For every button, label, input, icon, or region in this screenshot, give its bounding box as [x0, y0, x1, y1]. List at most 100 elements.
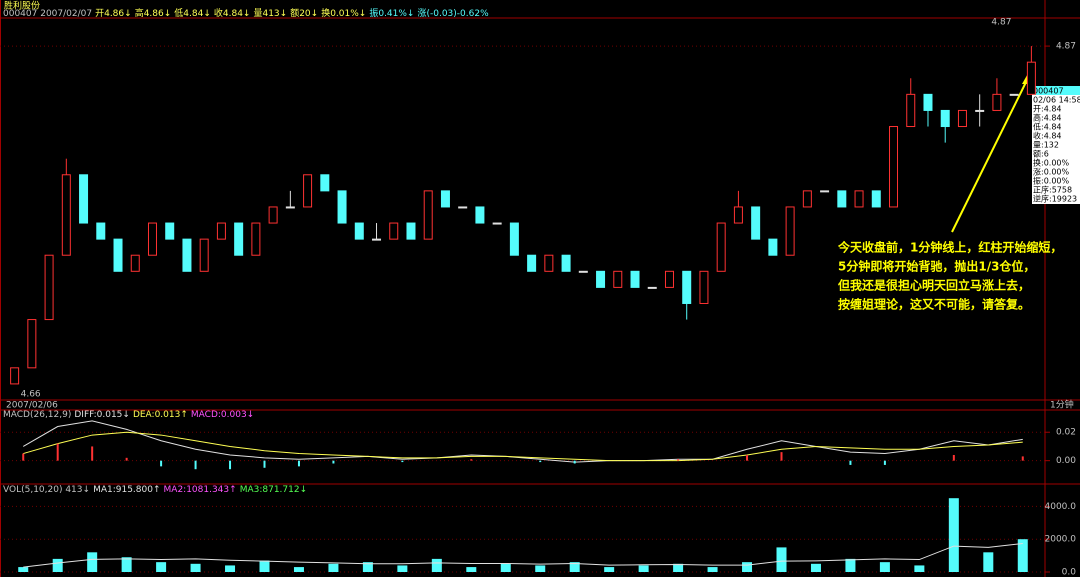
header-item: MA1:915.800↑ [93, 485, 160, 495]
volume-bar [190, 563, 201, 572]
candle-body [613, 270, 623, 288]
volume-bar [810, 563, 821, 572]
header-item: 高4.86↓ [135, 7, 172, 19]
candle-body [854, 190, 864, 208]
volume-bar [328, 563, 339, 572]
info-text: 额:6 [1033, 149, 1049, 159]
candle-body [372, 238, 382, 241]
volume-bar [879, 562, 890, 572]
volume-bar [500, 563, 511, 572]
candle-body [27, 319, 37, 369]
candle-body [957, 109, 967, 128]
candle-body [699, 270, 709, 304]
candle-body [44, 254, 54, 321]
volume-bar [569, 562, 580, 572]
candle-body [389, 222, 399, 240]
candle-body [10, 367, 20, 385]
y-tick-label: 4000.0 [1045, 502, 1077, 512]
candle-body [320, 174, 330, 192]
candle-body [182, 238, 192, 272]
candle-body [992, 93, 1002, 111]
volume-bar [362, 562, 373, 572]
candle-body [147, 222, 157, 256]
candle-body [906, 93, 916, 128]
info-text: 收:4.84 [1033, 131, 1062, 141]
volume-header: VOL(5,10,20) 413↓ MA1:915.800↑ MA2:1081.34… [3, 485, 307, 495]
candle-body [354, 222, 364, 240]
header-item: 涨(-0.03)-0.62% [417, 8, 489, 19]
candle-body [561, 254, 571, 272]
volume-bar [604, 567, 615, 572]
stock-name: 胜利股份 [4, 0, 40, 12]
y-tick-label: 2000.0 [1045, 535, 1077, 545]
note-line: 5分钟即将开始背驰，抛出1/3仓位， [838, 259, 1035, 274]
volume-bar [707, 567, 718, 572]
macd-line [23, 431, 1023, 462]
candle-body [216, 222, 226, 240]
candle-body [113, 238, 123, 272]
volume-bar [673, 563, 684, 572]
volume-bar [466, 567, 477, 572]
header-item: MA2:1081.343↑ [164, 485, 237, 495]
volume-bar [431, 558, 442, 572]
candle-body [96, 222, 106, 240]
volume-bar [293, 567, 304, 572]
high-label: 4.87 [991, 18, 1011, 28]
candle-body [509, 222, 519, 256]
volume-bar [87, 552, 98, 572]
candle-body [165, 222, 175, 240]
note-line: 但我还是很担心明天回立马涨上去， [837, 278, 1030, 293]
candle-body [79, 174, 89, 224]
candle-body [1009, 93, 1019, 96]
candle-body [475, 206, 485, 224]
y-tick-label: 0.00 [1056, 456, 1076, 466]
period-label: 1分钟 [1050, 399, 1074, 411]
candle-body [733, 206, 743, 224]
y-tick-label: 0.02 [1056, 428, 1076, 438]
volume-bar [742, 562, 753, 572]
info-text: 振:0.00% [1033, 176, 1070, 186]
candle-body [596, 270, 606, 288]
candle-body [61, 174, 71, 256]
low-label: 4.66 [21, 389, 41, 399]
volume-bar [121, 557, 132, 572]
header-item: 000407 2007/02/07 [3, 9, 92, 19]
note-line: 按缠姐理论，这又不可能，请答复。 [838, 297, 1030, 312]
date-label: 2007/02/06 [6, 401, 58, 411]
info-bg [1032, 86, 1080, 204]
header-item: 低4.84↓ [174, 7, 211, 19]
header-item: MA3:871.712↓ [240, 485, 307, 495]
candle-body [785, 206, 795, 256]
candle-body [647, 286, 657, 289]
volume-bar [638, 565, 649, 572]
candle-body [751, 206, 761, 240]
header-item: DEA:0.013↑ [133, 410, 188, 420]
macd-header: MACD(26,12,9) DIFF:0.015↓ DEA:0.013↑ MACD:0… [3, 410, 254, 420]
volume-bar [535, 565, 546, 572]
candle-body [975, 109, 985, 112]
candle-body [802, 190, 812, 208]
macd-line [22, 420, 1023, 463]
header-item: MACD:0.003↓ [191, 410, 254, 420]
header-item: DIFF:0.015↓ [74, 410, 130, 420]
header-item: 振0.41%↓ [369, 7, 414, 19]
price-header: 000407 2007/02/07 开4.86↓ 高4.86↓ 低4.84↓ 收4.84… [3, 7, 489, 19]
volume-bar [983, 552, 994, 572]
ma-line [23, 542, 1023, 568]
candle-body [716, 222, 726, 272]
info-text: 000407 [1033, 87, 1064, 96]
volume-bar [776, 547, 787, 572]
header-item: 开4.86↓ [95, 8, 132, 19]
candle-body [837, 190, 847, 208]
volume-bar [52, 558, 63, 572]
candle-body [285, 206, 295, 209]
info-text: 高:4.84 [1033, 113, 1062, 123]
header-item: VOL(5,10,20) 413↓ [3, 485, 90, 495]
y-tick-label: 4.87 [1056, 42, 1076, 52]
candle-body [923, 93, 933, 111]
volume-bar [1017, 539, 1028, 572]
candle-body [458, 206, 468, 209]
volume-bar [18, 567, 29, 572]
